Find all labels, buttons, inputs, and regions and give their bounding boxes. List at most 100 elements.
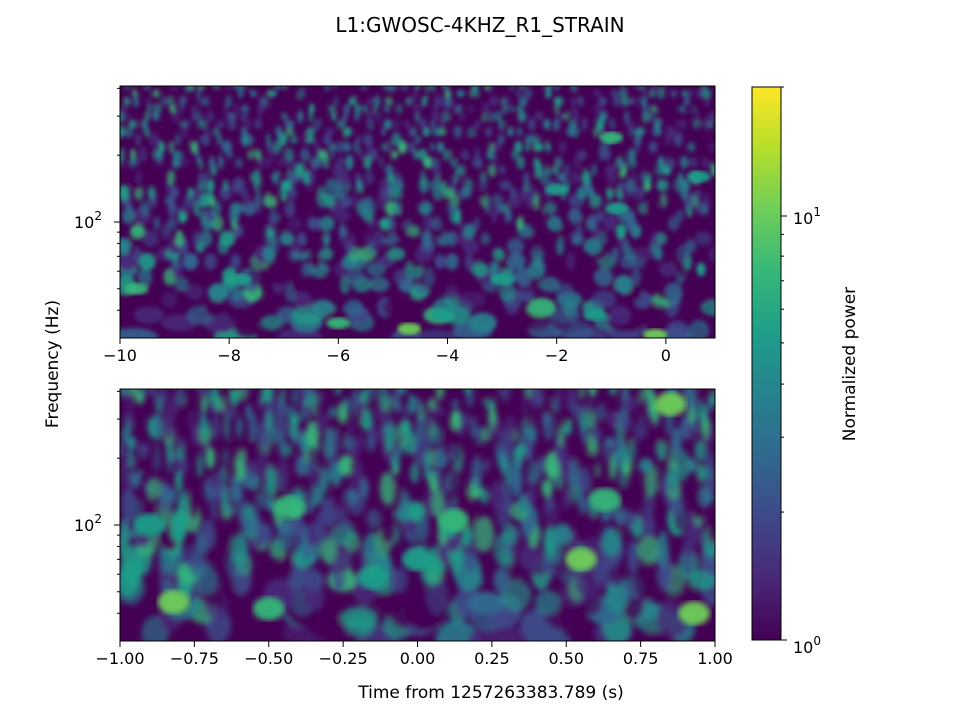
bottom-panel-noise-cell xyxy=(332,427,340,458)
top-panel-noise-cell xyxy=(388,216,396,231)
top-panel-noise-cell xyxy=(566,252,575,271)
top-panel-noise-cell xyxy=(309,103,315,115)
top-panel-noise-cell xyxy=(555,112,565,121)
bottom-panel-noise-cell xyxy=(280,389,287,408)
bottom-panel-noise-cell xyxy=(125,397,133,427)
top-panel-noise-cell xyxy=(188,127,196,136)
top-panel-xtick-label: −10 xyxy=(103,346,137,365)
top-panel-noise-cell xyxy=(191,111,198,122)
top-panel-noise-cell xyxy=(298,109,303,124)
bottom-panel-noise-cell xyxy=(655,441,668,459)
top-panel-noise-cell xyxy=(313,118,322,130)
top-panel-texture xyxy=(120,86,715,338)
bottom-panel-noise-cell xyxy=(574,449,585,466)
top-panel-noise-cell xyxy=(354,172,361,183)
top-panel-noise-cell xyxy=(591,163,597,177)
top-panel-xtick-label: −8 xyxy=(217,346,241,365)
bottom-panel-noise-cell xyxy=(541,479,553,498)
top-panel-noise-cell xyxy=(142,230,159,247)
top-panel-noise-cell xyxy=(204,253,217,270)
top-panel-noise-cell xyxy=(473,216,481,231)
top-panel-noise-cell xyxy=(300,86,306,90)
top-panel-noise-cell xyxy=(450,149,459,161)
bottom-panel-noise-cell xyxy=(608,409,618,430)
top-panel-noise-cell xyxy=(545,88,552,99)
top-panel-noise-cell xyxy=(655,232,668,246)
top-panel-noise-cell xyxy=(334,95,339,108)
top-panel-noise-cell xyxy=(183,195,197,206)
top-panel-noise-cell xyxy=(670,90,678,98)
top-panel-noise-cell xyxy=(401,194,410,207)
top-panel-noise-cell xyxy=(596,102,605,115)
top-panel-noise-cell xyxy=(200,164,208,176)
bottom-panel-power-blob xyxy=(565,547,598,572)
top-panel-noise-cell xyxy=(179,96,187,107)
bottom-panel-noise-cell xyxy=(301,569,324,591)
top-panel-noise-cell xyxy=(421,230,433,248)
bottom-panel-noise-cell xyxy=(285,405,297,418)
top-panel-noise-cell xyxy=(541,86,547,90)
top-panel-noise-cell xyxy=(190,140,199,154)
bottom-panel-noise-cell xyxy=(464,541,478,573)
top-panel-power-blob xyxy=(397,322,422,335)
top-panel-noise-cell xyxy=(254,149,262,161)
top-panel-noise-cell xyxy=(568,207,582,224)
top-panel-noise-cell xyxy=(581,170,591,186)
bottom-panel-noise-cell xyxy=(130,413,141,426)
top-panel-noise-cell xyxy=(605,164,616,176)
bottom-panel-noise-cell xyxy=(366,389,377,400)
top-panel-noise-cell xyxy=(172,119,181,130)
bottom-panel-noise-cell xyxy=(366,509,380,529)
top-panel-noise-cell xyxy=(250,142,255,152)
bottom-panel-noise-cell xyxy=(604,436,616,449)
top-panel-noise-cell xyxy=(695,231,712,246)
top-panel-noise-cell xyxy=(167,216,178,231)
top-panel-noise-cell xyxy=(120,184,130,201)
bottom-panel-noise-cell xyxy=(213,528,232,555)
top-panel-noise-cell xyxy=(453,125,463,139)
top-panel-noise-cell xyxy=(328,142,338,152)
top-panel-noise-cell xyxy=(555,237,565,256)
top-panel-noise-cell xyxy=(545,142,551,152)
top-panel-noise-cell xyxy=(668,216,680,231)
top-panel-noise-cell xyxy=(489,95,499,107)
figure-title: L1:GWOSC-4KHZ_R1_STRAIN xyxy=(335,13,624,37)
top-panel-noise-cell xyxy=(506,237,525,256)
top-panel-noise-cell xyxy=(438,127,447,136)
top-panel-noise-cell xyxy=(521,86,529,92)
top-panel-noise-cell xyxy=(675,209,685,223)
top-panel-noise-cell xyxy=(527,297,556,318)
bottom-panel-noise-cell xyxy=(201,389,207,397)
top-panel-noise-cell xyxy=(635,247,654,261)
top-panel-noise-cell xyxy=(430,119,436,129)
top-panel-noise-cell xyxy=(447,231,458,247)
bottom-panel-noise-cell xyxy=(188,488,200,519)
bottom-panel-noise-cell xyxy=(309,389,316,406)
bottom-panel-noise-cell xyxy=(567,458,580,488)
top-panel-noise-cell xyxy=(445,86,450,91)
top-panel-noise-cell xyxy=(577,96,584,107)
top-panel-noise-cell xyxy=(415,134,421,145)
top-panel-noise-cell xyxy=(381,157,391,168)
top-panel-ytick-label: 102 xyxy=(74,209,102,232)
top-panel-noise-cell xyxy=(317,185,327,200)
top-panel-noise-cell xyxy=(366,110,374,123)
top-panel-noise-cell xyxy=(516,105,524,113)
top-panel-noise-cell xyxy=(293,96,299,107)
bottom-panel-power-blob xyxy=(356,565,389,590)
top-panel-noise-cell xyxy=(218,155,224,169)
top-panel-noise-cell xyxy=(120,252,138,271)
top-y-axis: 102 xyxy=(74,87,120,311)
top-panel-noise-cell xyxy=(198,171,209,185)
bottom-panel-noise-cell xyxy=(617,479,627,513)
top-panel-noise-cell xyxy=(330,150,335,160)
bottom-panel-noise-cell xyxy=(493,567,510,593)
top-panel-noise-cell xyxy=(611,89,619,98)
top-panel-noise-cell xyxy=(328,104,335,114)
top-panel-noise-cell xyxy=(705,134,715,145)
bottom-panel-noise-cell xyxy=(470,415,477,439)
top-panel-noise-cell xyxy=(407,97,417,106)
bottom-panel-noise-cell xyxy=(229,438,241,462)
top-panel-noise-cell xyxy=(322,112,327,121)
